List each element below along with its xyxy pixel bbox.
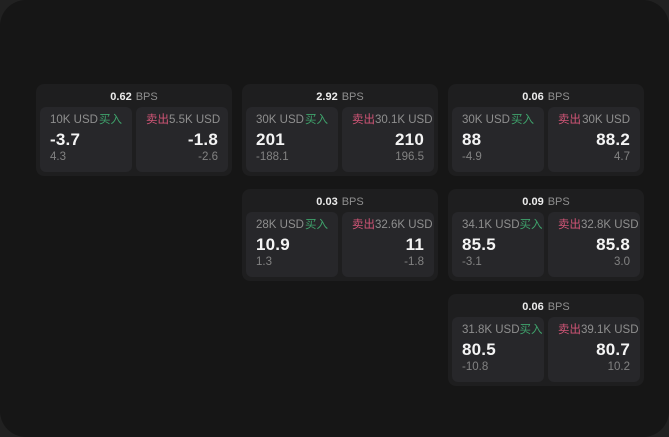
quote-panels: 10K USD 买入 -3.7 4.3 卖出 5.5K USD -1.8 -2.… (40, 107, 228, 172)
quote-panels: 31.8K USD 买入 80.5 -10.8 卖出 39.1K USD 80.… (452, 317, 640, 382)
sell-panel[interactable]: 卖出 32.6K USD 11 -1.8 (342, 212, 434, 277)
buy-price: 10.9 (256, 235, 290, 254)
sell-panel[interactable]: 卖出 30K USD 88.2 4.7 (548, 107, 640, 172)
sell-side-label: 卖出 (352, 219, 375, 231)
bps-unit: BPS (135, 91, 158, 103)
sell-price: 210 (395, 130, 424, 149)
buy-side-label: 买入 (511, 114, 534, 126)
sell-delta: -2.6 (198, 151, 218, 163)
buy-delta: 1.3 (256, 256, 272, 268)
bps-header: 0.06 BPS (452, 88, 640, 107)
buy-notional: 31.8K USD (462, 324, 520, 336)
buy-delta: -10.8 (462, 361, 489, 373)
bps-header: 0.09 BPS (452, 193, 640, 212)
buy-delta: -4.9 (462, 151, 482, 163)
bps-unit: BPS (547, 196, 570, 208)
buy-panel[interactable]: 30K USD 买入 88 -4.9 (452, 107, 544, 172)
sell-notional: 39.1K USD (581, 324, 639, 336)
buy-side-label: 买入 (99, 114, 122, 126)
bps-header: 0.62 BPS (40, 88, 228, 107)
sell-delta: -1.8 (404, 256, 424, 268)
sell-panel[interactable]: 卖出 32.8K USD 85.8 3.0 (548, 212, 640, 277)
sell-delta: 4.7 (614, 151, 630, 163)
sell-notional: 32.8K USD (581, 219, 639, 231)
sell-price: 88.2 (596, 130, 630, 149)
buy-side-label: 买入 (519, 219, 543, 231)
quote-panels: 30K USD 买入 88 -4.9 卖出 30K USD 88.2 4.7 (452, 107, 640, 172)
bps-value: 0.09 (522, 196, 544, 208)
buy-price: 80.5 (462, 340, 496, 359)
buy-panel[interactable]: 10K USD 买入 -3.7 4.3 (40, 107, 132, 172)
sell-side-label: 卖出 (558, 324, 581, 336)
quote-card: 0.03 BPS 28K USD 买入 10.9 1.3 卖出 32.6K US… (242, 189, 438, 281)
buy-notional: 34.1K USD (462, 219, 520, 231)
buy-side-label: 买入 (305, 219, 328, 231)
bps-header: 0.06 BPS (452, 298, 640, 317)
buy-price: -3.7 (50, 130, 81, 149)
bps-value: 0.03 (316, 196, 338, 208)
sell-delta: 10.2 (607, 361, 630, 373)
sell-panel[interactable]: 卖出 5.5K USD -1.8 -2.6 (136, 107, 228, 172)
buy-delta: 4.3 (50, 151, 66, 163)
quote-card: 0.62 BPS 10K USD 买入 -3.7 4.3 卖出 5.5K USD (36, 84, 232, 176)
sell-price: -1.8 (187, 130, 218, 149)
bps-value: 2.92 (316, 91, 338, 103)
sell-price: 85.8 (596, 235, 630, 254)
buy-side-label: 买入 (519, 324, 543, 336)
buy-side-label: 买入 (305, 114, 328, 126)
buy-panel[interactable]: 31.8K USD 买入 80.5 -10.8 (452, 317, 544, 382)
buy-price: 85.5 (462, 235, 496, 254)
sell-notional: 30.1K USD (375, 114, 433, 126)
quote-cards-grid: 0.62 BPS 10K USD 买入 -3.7 4.3 卖出 5.5K USD (36, 84, 644, 386)
buy-notional: 10K USD (50, 114, 98, 126)
sell-price: 11 (405, 235, 424, 254)
sell-notional: 5.5K USD (169, 114, 221, 126)
buy-delta: -3.1 (462, 256, 482, 268)
buy-price: 201 (256, 130, 285, 149)
quote-card: 2.92 BPS 30K USD 买入 201 -188.1 卖出 30.1K … (242, 84, 438, 176)
bps-value: 0.06 (522, 91, 544, 103)
quote-card: 0.09 BPS 34.1K USD 买入 85.5 -3.1 卖出 32.8K… (448, 189, 644, 281)
bps-value: 0.62 (110, 91, 132, 103)
buy-panel[interactable]: 34.1K USD 买入 85.5 -3.1 (452, 212, 544, 277)
bps-unit: BPS (341, 196, 364, 208)
sell-delta: 3.0 (614, 256, 630, 268)
buy-notional: 30K USD (462, 114, 510, 126)
sell-panel[interactable]: 卖出 39.1K USD 80.7 10.2 (548, 317, 640, 382)
quote-panels: 30K USD 买入 201 -188.1 卖出 30.1K USD 210 1… (246, 107, 434, 172)
bps-header: 0.03 BPS (246, 193, 434, 212)
sell-side-label: 卖出 (558, 219, 581, 231)
buy-panel[interactable]: 30K USD 买入 201 -188.1 (246, 107, 338, 172)
quote-card: 0.06 BPS 30K USD 买入 88 -4.9 卖出 30K USD (448, 84, 644, 176)
buy-panel[interactable]: 28K USD 买入 10.9 1.3 (246, 212, 338, 277)
sell-delta: 196.5 (395, 151, 424, 163)
bps-value: 0.06 (522, 301, 544, 313)
sell-side-label: 卖出 (352, 114, 375, 126)
sell-notional: 30K USD (582, 114, 630, 126)
sell-panel[interactable]: 卖出 30.1K USD 210 196.5 (342, 107, 434, 172)
quote-card: 0.06 BPS 31.8K USD 买入 80.5 -10.8 卖出 39.1… (448, 294, 644, 386)
buy-price: 88 (462, 130, 482, 149)
buy-delta: -188.1 (256, 151, 289, 163)
quote-panels: 34.1K USD 买入 85.5 -3.1 卖出 32.8K USD 85.8… (452, 212, 640, 277)
sell-side-label: 卖出 (558, 114, 581, 126)
sell-side-label: 卖出 (146, 114, 169, 126)
sell-notional: 32.6K USD (375, 219, 433, 231)
bps-unit: BPS (547, 301, 570, 313)
buy-notional: 30K USD (256, 114, 304, 126)
quote-panels: 28K USD 买入 10.9 1.3 卖出 32.6K USD 11 -1.8 (246, 212, 434, 277)
bps-header: 2.92 BPS (246, 88, 434, 107)
buy-notional: 28K USD (256, 219, 304, 231)
sell-price: 80.7 (596, 340, 630, 359)
bps-unit: BPS (341, 91, 364, 103)
bps-unit: BPS (547, 91, 570, 103)
